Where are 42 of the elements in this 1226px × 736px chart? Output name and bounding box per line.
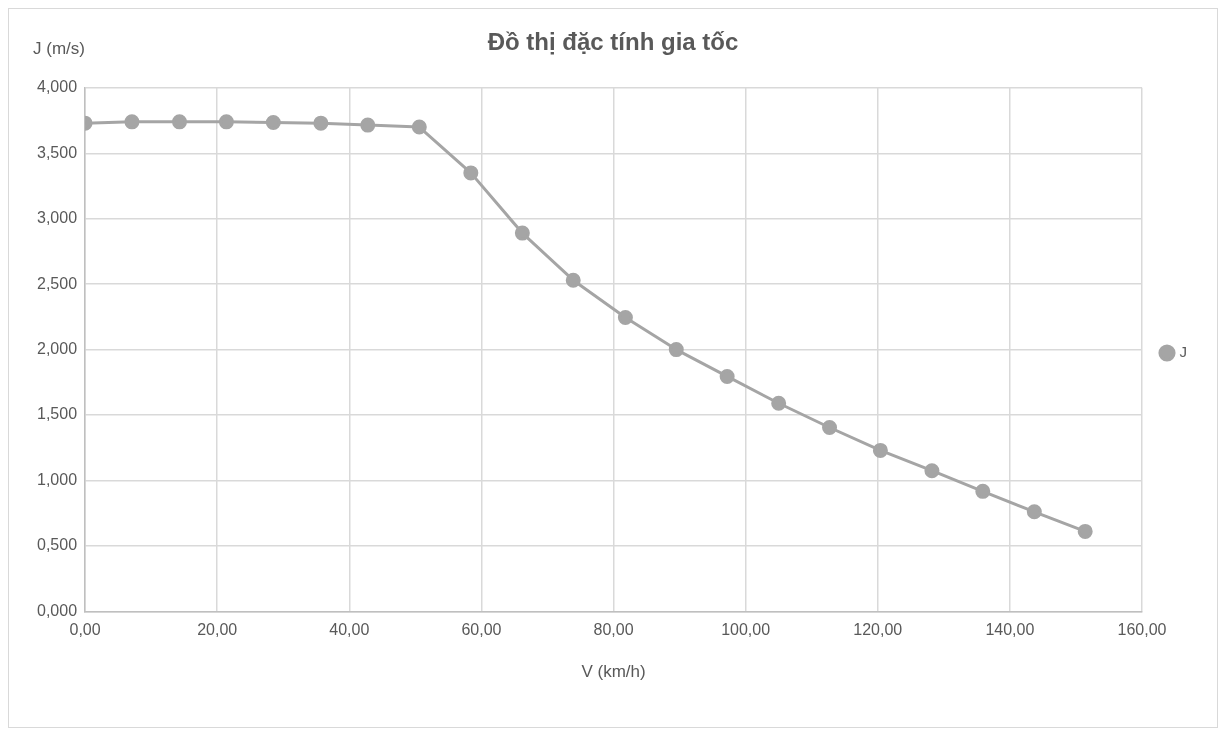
x-tick-label: 160,00 (1117, 621, 1167, 639)
chart-title: Đồ thị đặc tính gia tốc (487, 28, 739, 56)
point (265, 114, 281, 130)
y-tick-label: 2,500 (36, 274, 78, 292)
point (565, 272, 581, 288)
point (360, 117, 376, 133)
y-tick-label: 0,500 (36, 536, 78, 554)
point (218, 114, 234, 130)
point (1077, 523, 1093, 539)
y-axis-title: J (m/s) (33, 39, 85, 59)
point (924, 463, 940, 479)
point (872, 442, 888, 458)
y-tick-label: 1,000 (36, 470, 78, 488)
x-tick-label: 100,00 (721, 621, 771, 639)
point (172, 114, 188, 130)
y-tick-label: 3,000 (36, 209, 78, 227)
point (1026, 504, 1042, 520)
x-tick-label: 140,00 (985, 621, 1035, 639)
legend-label: J (1179, 343, 1187, 361)
y-tick-label: 4,000 (36, 78, 78, 96)
point (313, 115, 329, 131)
point (124, 114, 140, 130)
point (617, 310, 633, 326)
x-tick-label: 60,00 (461, 621, 502, 639)
point (463, 165, 479, 181)
x-tick-label: 80,00 (593, 621, 634, 639)
point (719, 368, 735, 384)
point (411, 119, 427, 135)
y-tick-label: 3,500 (36, 143, 78, 161)
point (514, 225, 530, 241)
point (975, 483, 991, 499)
y-tick-label: 0,000 (36, 601, 78, 619)
x-tick-label: 0,00 (69, 621, 101, 639)
x-tick-label: 40,00 (329, 621, 370, 639)
y-tick-label: 2,000 (36, 340, 78, 358)
y-tick-label: 1,500 (36, 405, 78, 423)
point (822, 419, 838, 435)
point (668, 342, 684, 358)
point (771, 395, 787, 411)
x-tick-label: 20,00 (197, 621, 238, 639)
x-tick-label: 120,00 (853, 621, 903, 639)
x-axis-title: V (km/h) (581, 662, 646, 682)
